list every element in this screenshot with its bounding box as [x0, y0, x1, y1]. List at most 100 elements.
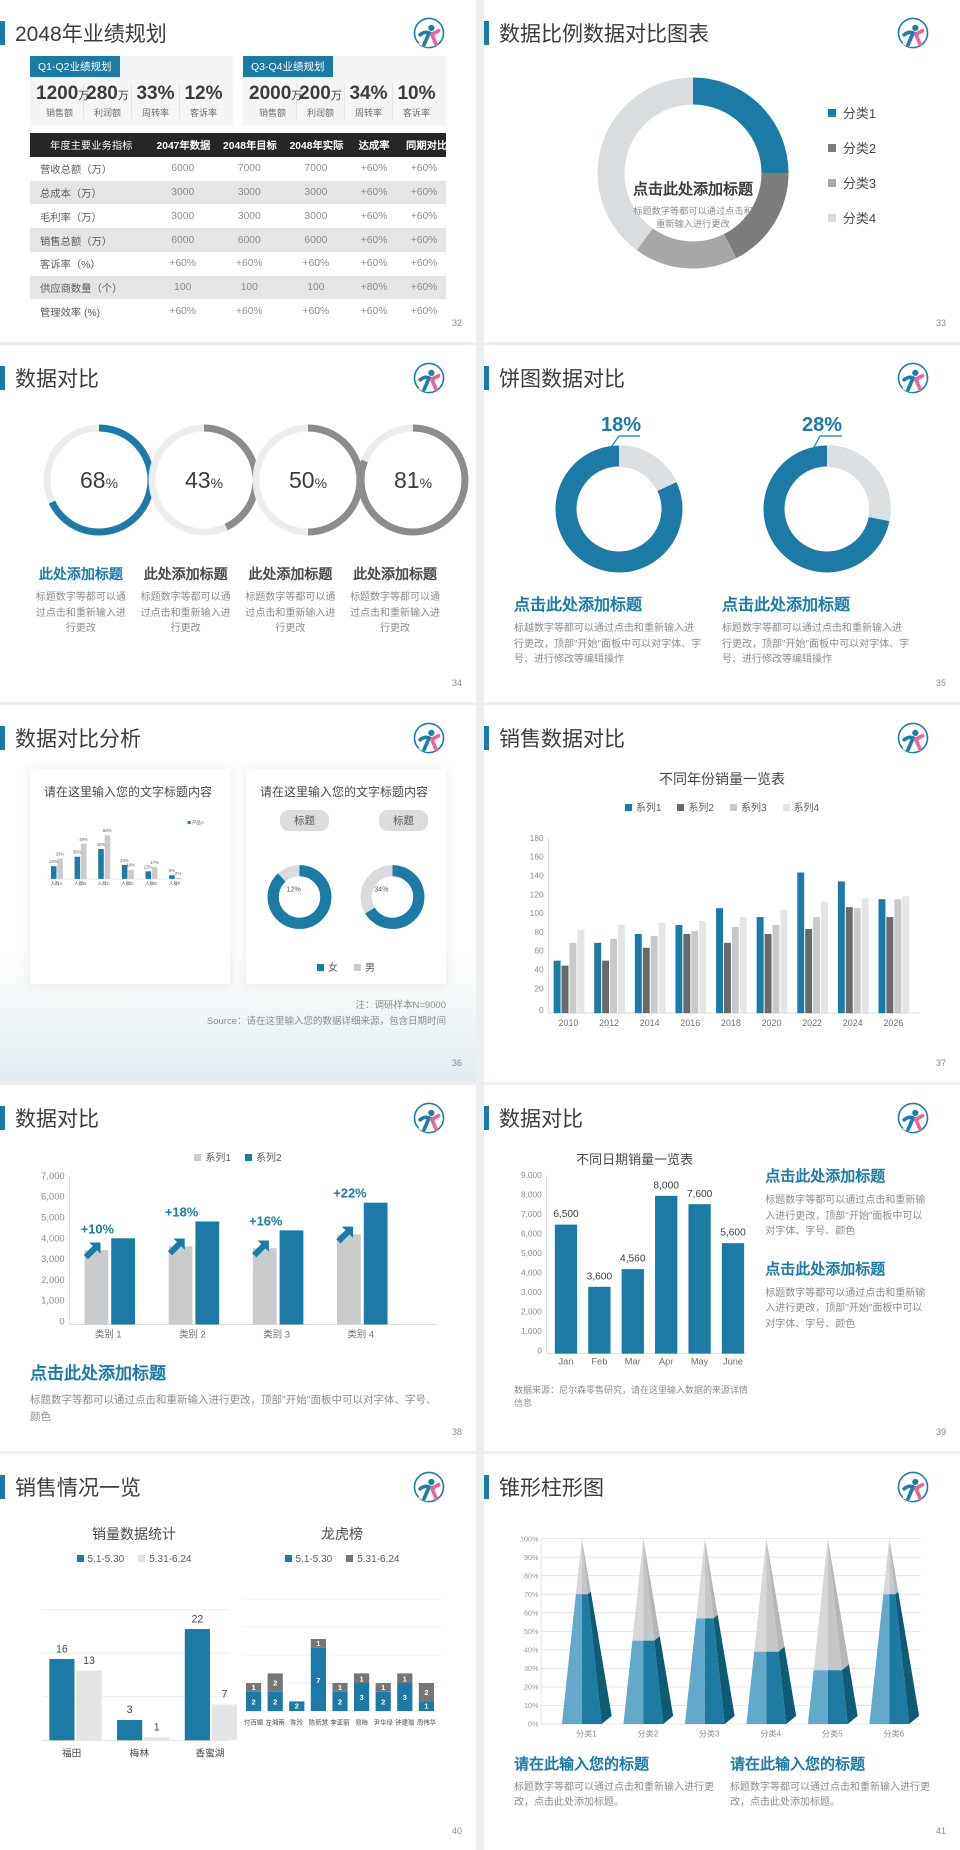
svg-text:81%: 81%	[394, 467, 432, 493]
svg-text:Mar: Mar	[625, 1357, 641, 1367]
svg-text:分类5: 分类5	[822, 1729, 843, 1739]
svg-text:周伟华: 周伟华	[417, 1718, 437, 1727]
svg-text:2: 2	[273, 1698, 277, 1707]
svg-text:9,000: 9,000	[521, 1170, 542, 1180]
svg-text:12%: 12%	[144, 864, 153, 869]
svg-text:梅林: 梅林	[130, 1748, 150, 1760]
svg-text:类别 2: 类别 2	[179, 1328, 206, 1339]
svg-text:2: 2	[424, 1688, 428, 1697]
svg-text:0: 0	[539, 1005, 544, 1015]
svg-text:23%: 23%	[120, 858, 129, 863]
svg-text:8,000: 8,000	[653, 1180, 679, 1191]
svg-text:35%: 35%	[73, 850, 82, 855]
svg-text:33%: 33%	[56, 851, 65, 856]
svg-text:20: 20	[534, 983, 544, 993]
svg-text:7: 7	[316, 1676, 320, 1685]
svg-text:68%: 68%	[80, 467, 118, 493]
svg-text:6,000: 6,000	[41, 1191, 64, 1202]
svg-text:陈新慧: 陈新慧	[309, 1718, 329, 1727]
svg-text:标题数字等都可以通过点击和: 标题数字等都可以通过点击和	[633, 205, 752, 216]
svg-text:140: 140	[530, 870, 544, 880]
svg-text:49%: 49%	[79, 837, 88, 842]
svg-text:180: 180	[530, 833, 544, 843]
svg-text:4,560: 4,560	[620, 1254, 646, 1265]
svg-text:Jan: Jan	[558, 1357, 573, 1367]
svg-text:50%: 50%	[289, 467, 327, 493]
svg-text:5,600: 5,600	[720, 1228, 746, 1239]
svg-text:17%: 17%	[150, 860, 159, 865]
svg-text:30%: 30%	[524, 1664, 539, 1673]
svg-text:Feb: Feb	[591, 1357, 607, 1367]
svg-text:8,000: 8,000	[521, 1190, 542, 1200]
svg-text:6%: 6%	[169, 868, 175, 873]
svg-text:43%: 43%	[185, 467, 223, 493]
svg-text:类别 4: 类别 4	[348, 1328, 375, 1339]
svg-text:2026: 2026	[883, 1018, 903, 1028]
svg-text:12%: 12%	[286, 885, 301, 894]
svg-text:10%: 10%	[524, 1701, 539, 1710]
svg-text:May: May	[691, 1357, 709, 1367]
svg-text:100%: 100%	[520, 1534, 539, 1543]
svg-text:3,000: 3,000	[521, 1287, 542, 1297]
svg-text:香蜜湖: 香蜜湖	[195, 1748, 224, 1760]
svg-text:40: 40	[534, 965, 544, 975]
svg-text:20%: 20%	[524, 1683, 539, 1692]
svg-text:3: 3	[403, 1693, 407, 1702]
svg-text:点击此处添加标题: 点击此处添加标题	[633, 180, 754, 198]
svg-text:李亚丽: 李亚丽	[330, 1718, 350, 1727]
svg-text:80%: 80%	[524, 1571, 539, 1580]
svg-text:June: June	[723, 1357, 743, 1367]
svg-text:+10%: +10%	[81, 1221, 115, 1236]
svg-text:42%: 42%	[96, 842, 105, 847]
svg-text:分类6: 分类6	[883, 1729, 904, 1739]
svg-text:1: 1	[154, 1722, 160, 1734]
svg-text:90%: 90%	[524, 1553, 539, 1562]
svg-text:160: 160	[530, 852, 544, 862]
svg-text:2,000: 2,000	[521, 1307, 542, 1317]
svg-text:Apr: Apr	[659, 1357, 673, 1367]
svg-text:18%: 18%	[601, 414, 641, 436]
svg-text:28%: 28%	[802, 414, 842, 436]
svg-text:13: 13	[83, 1655, 95, 1667]
svg-text:人群C: 人群C	[98, 880, 111, 887]
svg-text:3,000: 3,000	[41, 1253, 64, 1264]
svg-text:4,000: 4,000	[41, 1232, 64, 1243]
svg-text:2%: 2%	[175, 871, 181, 876]
svg-text:3,600: 3,600	[587, 1271, 613, 1282]
svg-text:重新输入进行更改: 重新输入进行更改	[656, 218, 730, 229]
svg-text:80: 80	[534, 927, 544, 937]
svg-text:0: 0	[537, 1346, 542, 1356]
svg-text:+22%: +22%	[333, 1186, 367, 1201]
svg-text:钟建珈: 钟建珈	[395, 1718, 414, 1727]
svg-text:人群D: 人群D	[121, 880, 134, 887]
svg-text:6,000: 6,000	[521, 1229, 542, 1239]
svg-text:7,000: 7,000	[41, 1170, 64, 1181]
svg-text:人群B: 人群B	[74, 880, 86, 887]
svg-text:22: 22	[191, 1613, 203, 1625]
svg-text:2: 2	[381, 1698, 385, 1707]
svg-text:7,600: 7,600	[687, 1189, 713, 1200]
svg-text:7,000: 7,000	[521, 1209, 542, 1219]
svg-text:分类2: 分类2	[637, 1729, 658, 1739]
svg-text:付百媚: 付百媚	[244, 1718, 263, 1727]
svg-text:2: 2	[251, 1698, 255, 1707]
svg-text:陈玲: 陈玲	[290, 1718, 303, 1727]
svg-text:1,000: 1,000	[521, 1326, 542, 1336]
svg-text:16: 16	[56, 1643, 68, 1655]
svg-text:左湘南: 左湘南	[266, 1718, 286, 1727]
svg-text:22%: 22%	[49, 859, 58, 864]
svg-text:2018: 2018	[721, 1018, 741, 1028]
svg-text:人群F: 人群F	[169, 880, 181, 887]
svg-text:60: 60	[534, 946, 544, 956]
svg-text:6,500: 6,500	[553, 1209, 579, 1220]
svg-text:2010: 2010	[559, 1018, 579, 1028]
svg-text:4,000: 4,000	[521, 1268, 542, 1278]
svg-text:分类4: 分类4	[760, 1729, 781, 1739]
svg-text:120: 120	[530, 889, 544, 899]
svg-text:3: 3	[127, 1704, 133, 1716]
svg-text:5,000: 5,000	[41, 1211, 64, 1222]
svg-text:易梅: 易梅	[355, 1718, 368, 1727]
svg-text:人群A: 人群A	[50, 880, 62, 887]
svg-text:0%: 0%	[528, 1720, 539, 1729]
svg-text:2,000: 2,000	[41, 1274, 64, 1285]
